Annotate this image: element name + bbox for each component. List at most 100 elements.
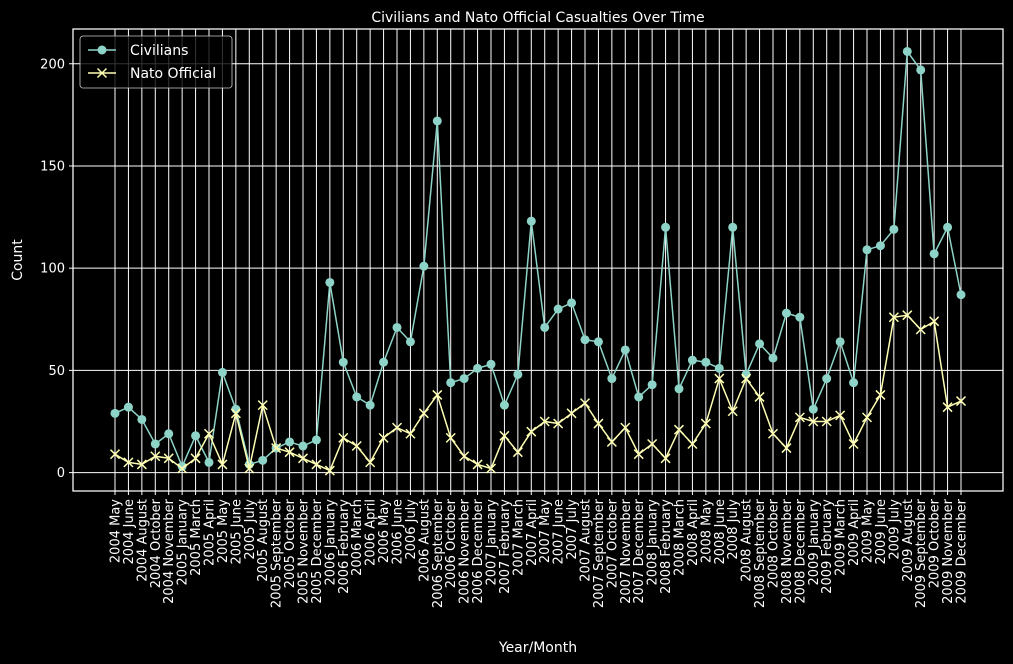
x-tick-label: 2007 September [592, 498, 607, 608]
data-point-nato [606, 436, 617, 447]
data-point-civilians [714, 363, 724, 373]
data-point-nato [351, 440, 362, 452]
data-point-nato [539, 416, 550, 427]
data-point-nato [177, 463, 188, 474]
data-point-civilians [916, 65, 926, 75]
data-point-civilians [432, 116, 442, 126]
x-tick-label: 2004 August [135, 499, 150, 582]
data-point-nato [324, 465, 335, 476]
y-tick-label: 0 [57, 466, 65, 481]
legend-label-nato: Nato Official [130, 66, 216, 82]
x-tick-label: 2009 August [901, 499, 916, 582]
data-point-civilians [822, 374, 832, 384]
data-point-nato [271, 443, 282, 454]
x-tick-label: 2007 October [605, 498, 620, 588]
data-point-nato [418, 408, 429, 419]
data-point-nato [311, 459, 322, 470]
data-point-nato [647, 438, 658, 450]
x-tick-label: 2006 July [404, 499, 419, 560]
x-tick-label: 2008 July [726, 499, 741, 560]
data-point-civilians [647, 380, 657, 390]
x-tick-label: 2008 October [767, 498, 782, 588]
data-point-civilians [392, 322, 402, 332]
x-tick-label: 2007 August [579, 499, 594, 582]
x-tick-label: 2005 September [270, 498, 285, 608]
data-point-civilians [164, 429, 174, 439]
data-point-civilians [768, 353, 778, 363]
data-point-nato [526, 426, 537, 437]
data-point-civilians [755, 339, 765, 349]
data-point-nato [485, 463, 497, 474]
data-point-nato [217, 459, 228, 470]
x-tick-label: 2008 May [699, 499, 714, 563]
x-tick-label: 2005 January [176, 499, 191, 586]
data-point-civilians [862, 245, 872, 255]
data-point-civilians [929, 249, 939, 259]
x-tick-label: 2009 January [807, 499, 822, 586]
x-tick-label: 2006 April [364, 499, 379, 566]
data-point-nato [338, 432, 349, 443]
data-point-nato [861, 412, 873, 423]
chart-title: Civilians and Nato Official Casualties O… [371, 10, 704, 26]
data-point-civilians [781, 308, 791, 318]
x-tick-label: 2005 October [283, 498, 298, 588]
data-point-nato [673, 424, 685, 435]
data-point-civilians [499, 400, 509, 410]
y-tick-label: 100 [40, 262, 65, 277]
x-tick-label: 2005 March [189, 499, 204, 576]
data-point-nato [700, 418, 711, 429]
data-point-nato [848, 438, 859, 450]
data-point-nato [955, 396, 967, 407]
data-point-nato [767, 428, 779, 439]
grid-lines [73, 29, 1003, 491]
data-point-nato [821, 416, 832, 427]
y-axis-label: Count [10, 239, 26, 281]
data-point-nato [512, 447, 523, 458]
data-point-civilians [298, 441, 308, 451]
y-tick-label: 200 [40, 57, 65, 72]
data-point-civilians [902, 46, 912, 56]
legend-marker-nato [96, 67, 108, 79]
data-point-civilians [849, 378, 859, 388]
legend-box [79, 35, 233, 89]
x-tick-label: 2009 February [820, 499, 835, 594]
data-point-civilians [110, 408, 120, 418]
data-point-nato [687, 438, 698, 450]
x-tick-label: 2006 January [323, 499, 338, 586]
data-point-civilians [419, 261, 429, 271]
x-tick-label: 2006 May [377, 499, 392, 563]
data-point-nato [297, 453, 309, 464]
data-point-civilians [889, 224, 899, 234]
data-point-civilians [943, 222, 953, 232]
x-tick-label: 2009 March [834, 499, 849, 576]
data-point-civilians [526, 216, 536, 226]
data-point-nato [163, 453, 174, 464]
x-tick-label: 2006 June [391, 499, 406, 565]
x-tick-label: 2008 March [673, 499, 688, 576]
x-tick-label: 2007 April [525, 499, 540, 566]
data-point-nato [781, 443, 792, 454]
data-point-nato [365, 457, 376, 468]
x-tick-label: 2006 December [471, 498, 486, 603]
data-point-nato [284, 447, 295, 458]
x-tick-label: 2008 January [646, 499, 661, 586]
data-point-nato [835, 410, 846, 421]
data-point-nato [566, 408, 577, 419]
x-tick-label: 2008 November [780, 498, 795, 603]
legend-marker-civilians [97, 45, 107, 55]
data-point-nato [593, 418, 604, 429]
data-point-civilians [687, 355, 697, 365]
x-tick-label: 2006 February [337, 499, 352, 594]
x-tick-label: 2004 May [109, 499, 124, 563]
data-point-civilians [513, 369, 523, 379]
data-point-nato [499, 430, 510, 441]
data-point-nato [432, 389, 443, 400]
x-tick-label: 2009 May [861, 499, 876, 563]
data-point-civilians [311, 435, 321, 445]
data-point-nato [875, 389, 886, 400]
data-point-nato [915, 324, 926, 335]
x-tick-label: 2007 November [619, 498, 634, 603]
x-tick-label: 2009 June [874, 499, 889, 565]
data-point-civilians [285, 437, 295, 447]
x-tick-label: 2007 May [538, 499, 553, 563]
